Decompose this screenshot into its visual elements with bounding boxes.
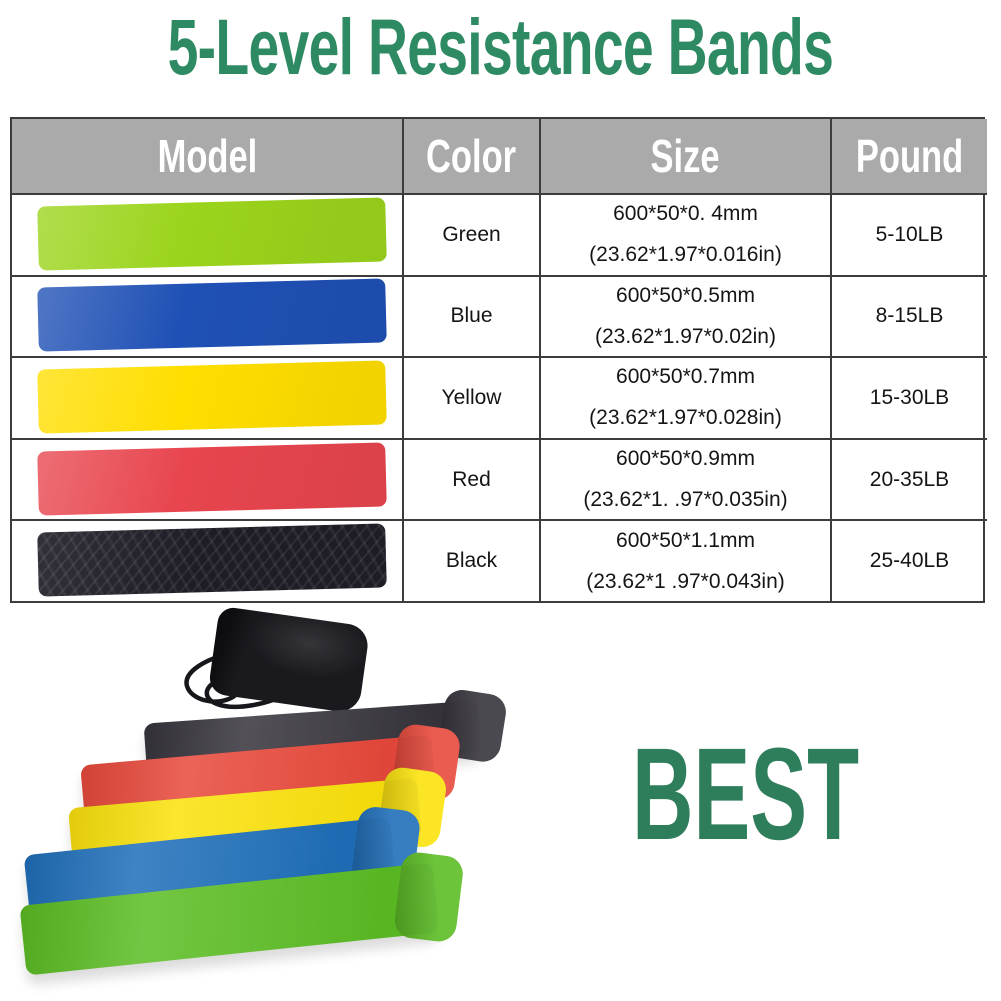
pound-cell: 20-35LB bbox=[830, 439, 987, 520]
color-name: Red bbox=[452, 467, 491, 491]
color-cell: Red bbox=[402, 439, 539, 520]
size-mm: 600*50*1.1mm bbox=[616, 528, 755, 552]
size-in: (23.62*1.97*0.028in) bbox=[589, 406, 782, 430]
color-name: Blue bbox=[450, 304, 493, 328]
model-cell bbox=[12, 277, 402, 357]
header-model: Model bbox=[157, 130, 257, 182]
pound-value: 25-40LB bbox=[869, 549, 950, 573]
pound-value: 15-30LB bbox=[869, 385, 950, 409]
size-in: (23.62*1 .97*0.043in) bbox=[586, 569, 785, 593]
size-cell: 600*50*0.7mm (23.62*1.97*0.028in) bbox=[539, 358, 830, 438]
color-cell: Blue bbox=[402, 276, 539, 357]
page-title: 5-Level Resistance Bands bbox=[0, 2, 1001, 91]
size-mm: 600*50*0. 4mm bbox=[613, 202, 758, 226]
size-in: (23.62*1.97*0.016in) bbox=[589, 243, 782, 267]
table-row: Green 600*50*0. 4mm (23.62*1.97*0.016in)… bbox=[12, 193, 987, 275]
band-sheen bbox=[37, 197, 387, 271]
pound-cell: 8-15LB bbox=[830, 276, 987, 357]
header-pound: Pound bbox=[830, 119, 987, 193]
band-image-red bbox=[37, 442, 387, 516]
pound-value: 8-15LB bbox=[875, 304, 944, 328]
model-cell bbox=[12, 195, 402, 275]
color-name: Yellow bbox=[441, 385, 502, 409]
band-sheen bbox=[37, 523, 387, 597]
size-in: (23.62*1. .97*0.035in) bbox=[583, 488, 788, 512]
color-name: Black bbox=[445, 549, 498, 573]
pound-cell: 25-40LB bbox=[830, 521, 987, 601]
size-mm: 600*50*0.7mm bbox=[616, 365, 755, 389]
size-in: (23.62*1.97*0.02in) bbox=[595, 324, 776, 348]
band-image-yellow bbox=[37, 360, 387, 434]
pound-value: 5-10LB bbox=[875, 222, 944, 246]
table-row: Red 600*50*0.9mm (23.62*1. .97*0.035in) … bbox=[12, 437, 987, 520]
band-sheen bbox=[37, 278, 387, 352]
pound-cell: 5-10LB bbox=[830, 195, 987, 275]
page-title-text: 5-Level Resistance Bands bbox=[167, 2, 834, 91]
best-label: BEST bbox=[632, 728, 981, 859]
table-row: Black 600*50*1.1mm (23.62*1 .97*0.043in)… bbox=[12, 519, 987, 601]
color-cell: Yellow bbox=[402, 358, 539, 438]
pound-value: 20-35LB bbox=[869, 467, 950, 491]
color-cell: Black bbox=[402, 521, 539, 601]
table-row: Blue 600*50*0.5mm (23.62*1.97*0.02in) 8-… bbox=[12, 274, 987, 357]
band-image-green bbox=[37, 197, 387, 271]
model-cell bbox=[12, 521, 402, 601]
model-cell bbox=[12, 440, 402, 520]
band-fold bbox=[392, 850, 465, 944]
size-cell: 600*50*0.5mm (23.62*1.97*0.02in) bbox=[539, 276, 830, 357]
band-image-blue bbox=[37, 278, 387, 352]
color-name: Green bbox=[442, 222, 501, 246]
table-row: Yellow 600*50*0.7mm (23.62*1.97*0.028in)… bbox=[12, 356, 987, 438]
band-image-black bbox=[37, 523, 387, 597]
header-size: Size bbox=[539, 119, 830, 193]
pound-cell: 15-30LB bbox=[830, 358, 987, 438]
size-mm: 600*50*0.9mm bbox=[616, 447, 755, 471]
band-sheen bbox=[37, 442, 387, 516]
size-mm: 600*50*0.5mm bbox=[616, 283, 755, 307]
color-cell: Green bbox=[402, 195, 539, 275]
size-cell: 600*50*0. 4mm (23.62*1.97*0.016in) bbox=[539, 195, 830, 275]
size-cell: 600*50*0.9mm (23.62*1. .97*0.035in) bbox=[539, 439, 830, 520]
size-cell: 600*50*1.1mm (23.62*1 .97*0.043in) bbox=[539, 521, 830, 601]
best-label-text: BEST bbox=[632, 720, 860, 867]
table-header-row: Model Color Size Pound bbox=[12, 119, 987, 193]
spec-table: Model Color Size Pound Green 600*50*0. 4… bbox=[10, 117, 987, 603]
band-sheen bbox=[37, 360, 387, 434]
model-cell bbox=[12, 358, 402, 438]
header-color: Color bbox=[402, 119, 539, 193]
